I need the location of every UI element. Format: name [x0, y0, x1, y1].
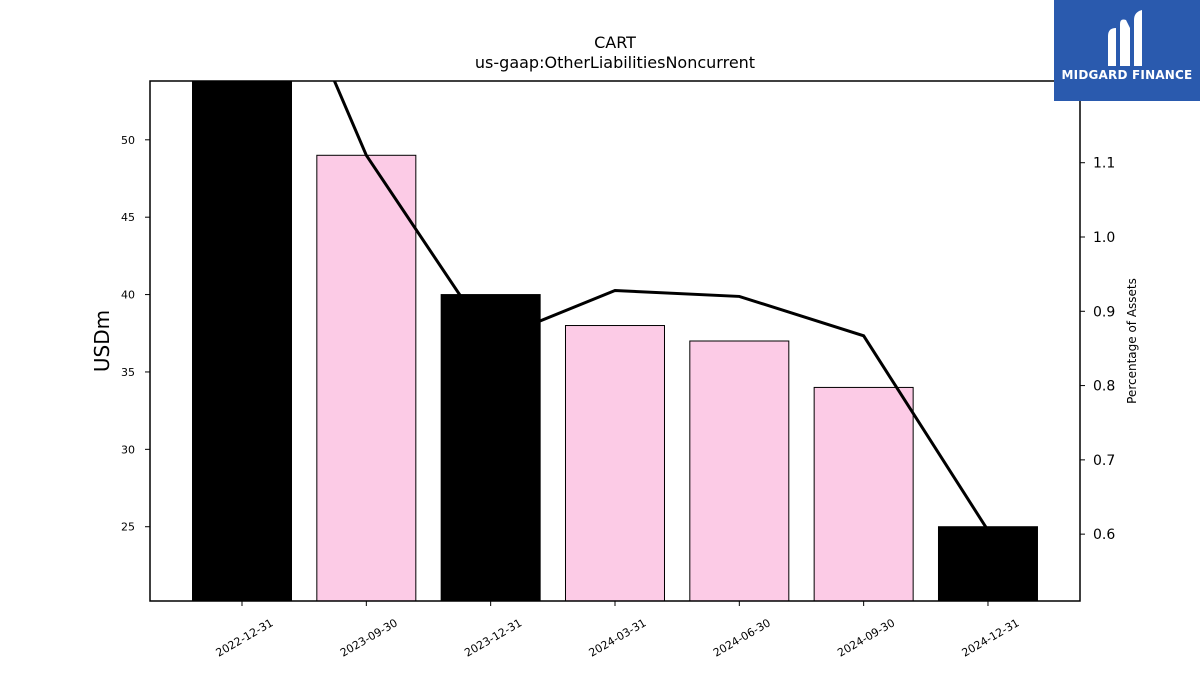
midgard-finance-logo: MIDGARD FINANCE — [1054, 0, 1200, 101]
x-tick-label: 2024-12-31 — [960, 616, 1022, 659]
x-tick-label: 2024-03-31 — [587, 616, 649, 659]
y2-tick-label: 0.7 — [1093, 453, 1115, 469]
chart-subtitle: us-gaap:OtherLiabilitiesNoncurrent — [475, 53, 755, 72]
y-tick-label: 45 — [121, 211, 135, 224]
x-tick-label: 2023-09-30 — [338, 616, 400, 659]
y2-tick-label: 1.1 — [1093, 156, 1115, 172]
y2-tick-label: 0.9 — [1093, 304, 1115, 320]
y-tick-label: 50 — [121, 134, 135, 147]
y-tick-label: 35 — [121, 366, 135, 379]
logo-text: MIDGARD FINANCE — [1061, 68, 1193, 82]
y-tick-label: 25 — [121, 521, 135, 534]
bar — [316, 154, 417, 601]
chart-title: CART — [594, 33, 636, 52]
bar — [689, 340, 790, 601]
bars — [192, 81, 1038, 601]
y2-tick-label: 0.8 — [1093, 379, 1115, 395]
bar — [440, 294, 541, 601]
bar — [192, 81, 292, 601]
y2-tick-label: 0.6 — [1093, 527, 1115, 543]
bar — [937, 526, 1038, 601]
logo-mark-icon — [1108, 10, 1142, 66]
y2-tick-label: 1.0 — [1093, 230, 1115, 246]
x-tick-label: 2023-12-31 — [462, 616, 524, 659]
y2-axis-label: Percentage of Assets — [1125, 278, 1139, 404]
y-axis-label: USDm — [90, 310, 114, 372]
x-tick-label: 2022-12-31 — [214, 616, 276, 659]
bar — [813, 386, 914, 601]
x-tick-label: 2024-06-30 — [711, 616, 773, 659]
bar — [564, 325, 665, 601]
y-tick-label: 30 — [121, 443, 135, 456]
x-tick-label: 2024-09-30 — [835, 616, 897, 659]
line-group — [332, 81, 990, 532]
y-tick-label: 40 — [121, 289, 135, 302]
series-line — [332, 81, 990, 532]
